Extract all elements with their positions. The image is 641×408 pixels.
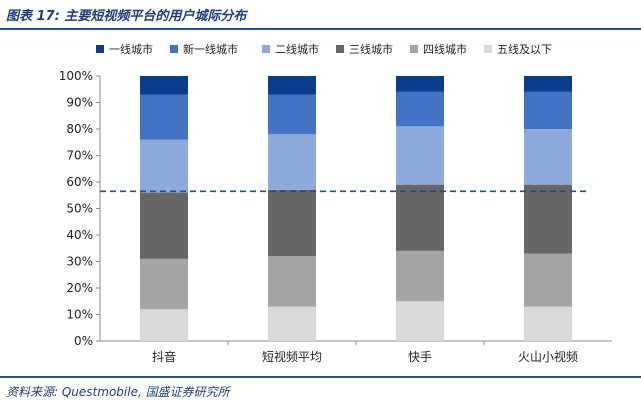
legend-swatch (336, 45, 344, 53)
y-tick-label: 20% (66, 281, 93, 295)
x-tick-label: 短视频平均 (262, 349, 322, 364)
x-tick-label: 抖音 (152, 349, 176, 364)
y-tick-label: 60% (66, 175, 93, 189)
bar-segment (140, 309, 188, 341)
bar-segment (268, 306, 316, 341)
stacked-bar-chart: 一线城市 新一线城市 二线城市 三线城市 四线城市 五线及以下 0% 10% 20% 30% 40%… (59, 42, 612, 364)
legend-swatch (410, 45, 418, 53)
bar-segment (524, 184, 572, 254)
figure-title: 图表 17: 主要短视频平台的用户城际分布 (6, 9, 247, 24)
bar-segment (524, 306, 572, 341)
chart-area: 一线城市 新一线城市 二线城市 三线城市 四线城市 五线及以下 0% 10% 20% 30% 40%… (0, 34, 641, 374)
bar-segment (268, 189, 316, 257)
legend-label: 一线城市 (109, 42, 153, 56)
legend-swatch (170, 45, 178, 53)
legend-label: 三线城市 (349, 42, 393, 56)
legend-label: 二线城市 (275, 42, 319, 56)
bar-segment (396, 250, 444, 302)
y-tick-label: 10% (66, 308, 93, 322)
bar-segment (140, 76, 188, 95)
bar-segment (396, 126, 444, 185)
bar-segment (396, 301, 444, 341)
bar-segment (268, 134, 316, 190)
bar-segment (140, 258, 188, 310)
bar-segment (396, 76, 444, 92)
bar-segment (396, 91, 444, 127)
bar-segment (268, 76, 316, 95)
y-tick-label: 0% (74, 334, 93, 348)
y-tick-label: 50% (66, 202, 93, 216)
legend-swatch (262, 45, 270, 53)
y-tick-label: 100% (59, 69, 93, 83)
legend-label: 新一线城市 (183, 42, 238, 56)
bar-segment (524, 91, 572, 129)
legend-swatch (96, 45, 104, 53)
y-tick-label: 70% (66, 149, 93, 163)
y-tick-label: 40% (66, 228, 93, 242)
bar-segment (396, 184, 444, 251)
y-tick-label: 90% (66, 96, 93, 110)
x-tick-label: 火山小视频 (518, 349, 578, 364)
bar-segment (524, 129, 572, 185)
legend-label: 五线及以下 (497, 42, 552, 56)
bar-segment (140, 139, 188, 193)
bar-segment (268, 94, 316, 135)
figure-header: 图表 17: 主要短视频平台的用户城际分布 (0, 0, 641, 30)
legend-label: 四线城市 (423, 42, 467, 56)
bar-segment (140, 94, 188, 140)
bar-segment (140, 192, 188, 259)
figure-source: 资料来源: Questmobile, 国盛证券研究所 (6, 385, 230, 399)
bar-segment (524, 76, 572, 92)
legend-swatch (484, 45, 492, 53)
figure-footer: 资料来源: Questmobile, 国盛证券研究所 (0, 376, 641, 408)
y-tick-label: 80% (66, 122, 93, 136)
x-tick-label: 快手 (408, 350, 432, 364)
y-tick-label: 30% (66, 255, 93, 269)
bar-segment (268, 256, 316, 307)
bar-segment (524, 253, 572, 307)
